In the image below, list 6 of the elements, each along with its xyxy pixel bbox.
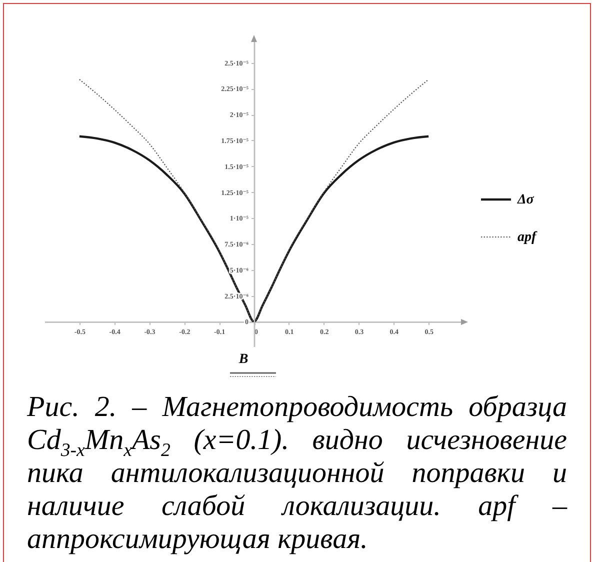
legend-label: Δσ (516, 192, 534, 208)
text: Рис. 2. – Магнетопроводимость образца Cd$_{3-x}$Mn$_{x}$As$_{2}$ (x=0.1). видно исчезновение пика антилокализационной поправки и наличие слабой локализации. apf – аппроксимирующая кривая. (27, 391, 567, 555)
x-axis-title: B (238, 352, 248, 368)
line-series (78, 78, 430, 322)
line-series (78, 135, 430, 323)
legend-label: apf (518, 230, 538, 245)
